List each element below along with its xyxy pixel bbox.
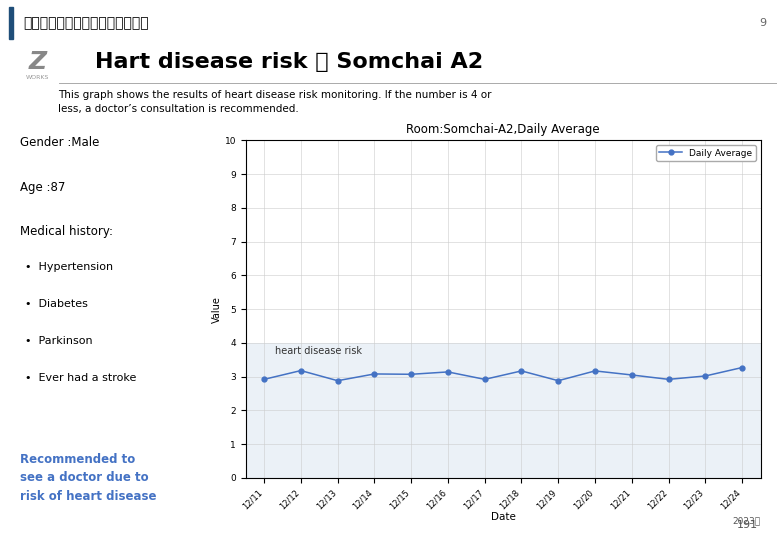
Text: WORKS: WORKS <box>26 75 49 80</box>
Daily Average <box>700 373 710 379</box>
Text: •  Hypertension: • Hypertension <box>25 262 113 272</box>
Y-axis label: Value: Value <box>211 296 222 322</box>
Text: •  Diabetes: • Diabetes <box>25 299 88 309</box>
Text: heart disease risk: heart disease risk <box>275 346 362 356</box>
Daily Average <box>296 367 306 374</box>
Text: Gender :Male: Gender :Male <box>20 136 100 149</box>
Daily Average <box>260 376 269 382</box>
Text: 191: 191 <box>737 520 758 530</box>
Daily Average <box>480 376 489 382</box>
Daily Average <box>333 377 342 384</box>
Line: Daily Average: Daily Average <box>261 365 745 383</box>
Text: •  Parkinson: • Parkinson <box>25 336 93 346</box>
Bar <box>9 7 13 39</box>
Daily Average <box>517 368 526 374</box>
Text: Medical history:: Medical history: <box>20 225 113 238</box>
Text: Hart disease risk ： Somchai A2: Hart disease risk ： Somchai A2 <box>94 51 483 72</box>
Legend: Daily Average: Daily Average <box>656 145 756 161</box>
Daily Average <box>664 376 673 382</box>
Daily Average <box>590 368 600 374</box>
Text: Z: Z <box>28 50 47 73</box>
Title: Room:Somchai-A2,Daily Average: Room:Somchai-A2,Daily Average <box>406 124 600 137</box>
Daily Average <box>370 370 379 377</box>
Bar <box>246 343 760 478</box>
Daily Average <box>554 377 563 384</box>
X-axis label: Date: Date <box>491 512 516 522</box>
Daily Average <box>737 364 746 371</box>
Daily Average <box>406 371 416 377</box>
Text: Age :87: Age :87 <box>20 180 66 193</box>
Text: Recommended to
see a doctor due to
risk of heart disease: Recommended to see a doctor due to risk … <box>20 453 157 503</box>
Text: 施設向けセンサーデータレポート: 施設向けセンサーデータレポート <box>23 16 149 30</box>
Daily Average <box>443 369 452 375</box>
Daily Average <box>627 372 636 378</box>
Text: 9: 9 <box>759 18 766 28</box>
Text: 2023年: 2023年 <box>732 517 760 526</box>
Text: •  Ever had a stroke: • Ever had a stroke <box>25 373 136 383</box>
Text: This graph shows the results of heart disease risk monitoring. If the number is : This graph shows the results of heart di… <box>58 90 492 114</box>
